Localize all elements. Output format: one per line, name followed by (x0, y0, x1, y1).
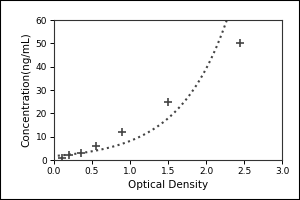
X-axis label: Optical Density: Optical Density (128, 180, 208, 190)
Y-axis label: Concentration(ng/mL): Concentration(ng/mL) (21, 33, 32, 147)
